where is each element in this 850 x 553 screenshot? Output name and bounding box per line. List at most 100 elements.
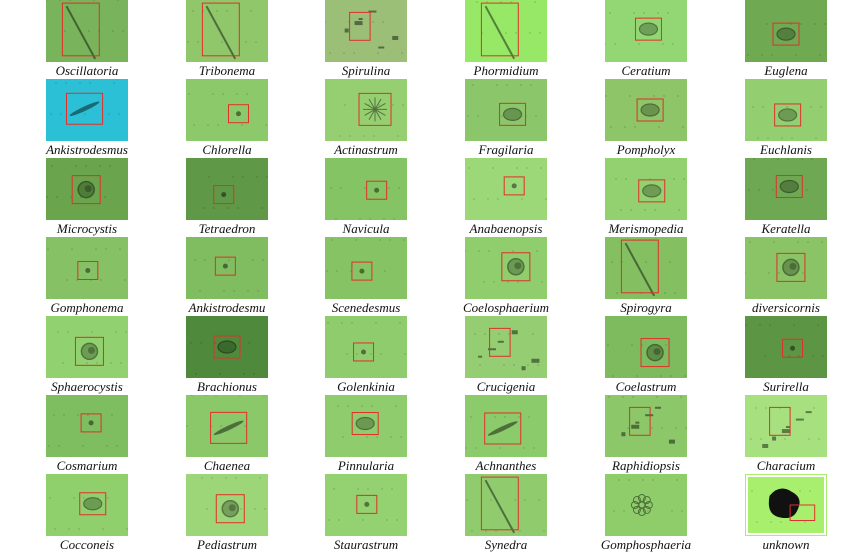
micrograph-image [325, 79, 407, 141]
specimen-label: Gomphosphaeria [600, 537, 692, 552]
micrograph-image [325, 395, 407, 457]
specimen-label: Cocconeis [59, 537, 115, 552]
specimen-panel: Spirogyra [605, 237, 745, 316]
specimen-label: Oscillatoria [55, 63, 119, 78]
specimen-label: Navicula [342, 221, 390, 236]
specimen-label: Actinastrum [334, 142, 398, 157]
specimen-label: Tetraedron [198, 221, 256, 236]
specimen-panel: Synedra [465, 474, 605, 553]
specimen-panel: Pompholyx [605, 79, 745, 158]
specimen-panel: Ankistrodesmus [46, 79, 186, 158]
micrograph-image [46, 237, 128, 299]
specimen-panel: Surirella [745, 316, 850, 395]
micrograph-image [465, 474, 547, 536]
specimen-label: Microcystis [56, 221, 118, 236]
specimen-panel: Coelosphaerium [463, 237, 605, 316]
micrograph-image [325, 316, 407, 378]
specimen-label: Keratella [761, 221, 811, 236]
specimen-label: Pediastrum [197, 537, 257, 552]
specimen-label: Staurastrum [333, 537, 399, 552]
micrograph-image [605, 237, 687, 299]
specimen-label: Crucigenia [476, 379, 536, 394]
specimen-panel: Tetraedron [186, 158, 326, 237]
specimen-label: Spirulina [341, 63, 391, 78]
micrograph-image [325, 0, 407, 62]
specimen-label: unknown [762, 537, 810, 552]
micrograph-image [186, 79, 268, 141]
specimen-label: Spirogyra [620, 300, 672, 315]
specimen-label: Coelosphaerium [463, 300, 549, 315]
specimen-label: Characium [756, 458, 816, 473]
specimen-panel: Crucigenia [465, 316, 605, 395]
micrograph-image [465, 0, 547, 62]
specimen-label: Tribonema [198, 63, 256, 78]
specimen-label: Chlorella [202, 142, 252, 157]
specimen-label: Chaenea [203, 458, 251, 473]
specimen-panel: Sphaerocystis [46, 316, 186, 395]
specimen-label: Raphidiopsis [612, 458, 680, 473]
specimen-panel: Keratella [745, 158, 850, 237]
micrograph-image [465, 395, 547, 457]
micrograph-image [186, 395, 268, 457]
specimen-label: Surirella [763, 379, 809, 394]
specimen-panel: Ankistrodesmu [186, 237, 326, 316]
micrograph-image [605, 0, 687, 62]
specimen-label: Ankistrodesmus [46, 142, 128, 157]
micrograph-image [605, 79, 687, 141]
specimen-label: Brachionus [197, 379, 257, 394]
specimen-label: Ceratium [621, 63, 671, 78]
micrograph-image [605, 395, 687, 457]
specimen-panel: Pediastrum [186, 474, 326, 553]
specimen-panel: Golenkinia [325, 316, 465, 395]
micrograph-image [186, 474, 268, 536]
specimen-panel: Gomphonema [46, 237, 186, 316]
specimen-label: Fragilaria [478, 142, 534, 157]
specimen-label: Sphaerocystis [51, 379, 123, 394]
specimen-panel: Spirulina [325, 0, 465, 79]
specimen-panel: Characium [745, 395, 850, 474]
micrograph-image [46, 79, 128, 141]
specimen-label: Golenkinia [337, 379, 395, 394]
micrograph-image [46, 395, 128, 457]
specimen-label: Euchlanis [760, 142, 812, 157]
specimen-panel: Pinnularia [325, 395, 465, 474]
micrograph-image [745, 79, 827, 141]
specimen-panel: Merismopedia [605, 158, 745, 237]
specimen-panel: Cosmarium [46, 395, 186, 474]
specimen-label: Phormidium [473, 63, 539, 78]
micrograph-image [325, 158, 407, 220]
specimen-panel: Staurastrum [325, 474, 465, 553]
specimen-panel: Gomphosphaeria [601, 474, 745, 553]
specimen-panel: unknown [745, 474, 850, 553]
micrograph-image [745, 395, 827, 457]
specimen-panel: Microcystis [46, 158, 186, 237]
specimen-panel: Chaenea [186, 395, 326, 474]
specimen-label: Anabaenopsis [469, 221, 543, 236]
specimen-panel: Oscillatoria [46, 0, 186, 79]
micrograph-image [186, 316, 268, 378]
specimen-label: Pinnularia [337, 458, 395, 473]
micrograph-image [46, 474, 128, 536]
specimen-label: Synedra [484, 537, 528, 552]
micrograph-image [325, 474, 407, 536]
micrograph-image [465, 158, 547, 220]
micrograph-image [186, 158, 268, 220]
micrograph-image [605, 158, 687, 220]
specimen-panel: Euchlanis [745, 79, 850, 158]
specimen-panel: Euglena [745, 0, 850, 79]
specimen-panel: Chlorella [186, 79, 326, 158]
micrograph-image [745, 0, 827, 62]
specimen-panel: Cocconeis [46, 474, 186, 553]
micrograph-image [465, 237, 547, 299]
micrograph-image [46, 316, 128, 378]
specimen-panel: Actinastrum [325, 79, 465, 158]
specimen-panel: Phormidium [465, 0, 605, 79]
specimen-panel: Brachionus [186, 316, 326, 395]
specimen-label: Gomphonema [50, 300, 124, 315]
micrograph-image [46, 0, 128, 62]
micrograph-image [46, 158, 128, 220]
specimen-panel: Tribonema [186, 0, 326, 79]
specimen-label: Ankistrodesmu [188, 300, 266, 315]
specimen-panel: Anabaenopsis [465, 158, 605, 237]
